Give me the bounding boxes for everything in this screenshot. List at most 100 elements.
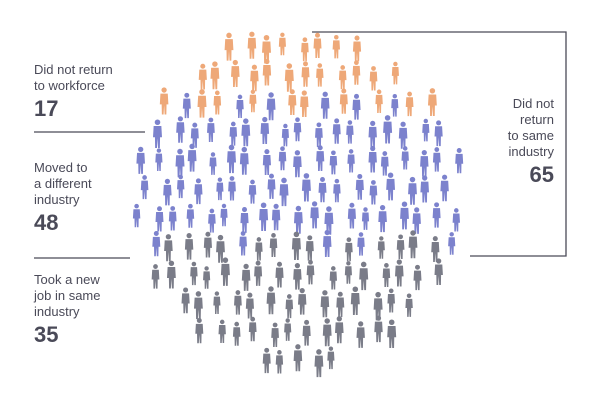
person-silhouette-icon bbox=[352, 35, 362, 62]
person-silhouette-icon bbox=[132, 203, 141, 228]
bracket-line bbox=[312, 31, 567, 257]
person-silhouette-icon bbox=[231, 59, 240, 88]
person-silhouette-icon bbox=[322, 318, 332, 347]
person-silhouette-icon bbox=[413, 264, 422, 291]
person-silhouette-icon bbox=[356, 321, 365, 348]
person-silhouette-icon bbox=[344, 261, 352, 284]
person-silhouette-icon bbox=[329, 150, 338, 175]
person-silhouette-icon bbox=[374, 315, 383, 343]
person-silhouette-icon bbox=[181, 287, 190, 314]
person-silhouette-icon bbox=[313, 32, 322, 58]
person-silhouette-icon bbox=[352, 93, 361, 120]
person-silhouette-icon bbox=[434, 258, 443, 285]
person-silhouette-icon bbox=[432, 202, 441, 228]
person-silhouette-icon bbox=[408, 230, 418, 259]
person-silhouette-icon bbox=[301, 173, 311, 202]
person-silhouette-icon bbox=[431, 236, 440, 262]
person-silhouette-icon bbox=[332, 34, 340, 59]
person-silhouette-icon bbox=[245, 292, 254, 319]
person-silhouette-icon bbox=[391, 93, 399, 117]
person-silhouette-icon bbox=[383, 115, 393, 144]
person-silhouette-icon bbox=[391, 61, 399, 85]
person-silhouette-icon bbox=[368, 145, 377, 173]
person-silhouette-icon bbox=[293, 263, 302, 290]
person-silhouette-icon bbox=[195, 318, 204, 344]
person-silhouette-icon bbox=[398, 121, 408, 149]
person-silhouette-icon bbox=[284, 318, 292, 341]
person-silhouette-icon bbox=[440, 174, 449, 202]
person-silhouette-icon bbox=[339, 88, 348, 114]
person-silhouette-icon bbox=[278, 146, 287, 171]
person-silhouette-icon bbox=[306, 259, 315, 285]
person-silhouette-icon bbox=[361, 207, 370, 230]
person-silhouette-icon bbox=[260, 116, 270, 145]
person-silhouette-icon bbox=[380, 151, 389, 176]
person-silhouette-icon bbox=[293, 117, 302, 142]
person-silhouette-icon bbox=[420, 150, 429, 177]
person-silhouette-icon bbox=[213, 90, 222, 115]
person-silhouette-icon bbox=[310, 201, 319, 229]
person-silhouette-icon bbox=[153, 119, 162, 148]
person-silhouette-icon bbox=[305, 235, 314, 261]
person-silhouette-icon bbox=[248, 179, 257, 204]
person-silhouette-icon bbox=[375, 89, 383, 113]
person-silhouette-icon bbox=[320, 91, 330, 119]
person-silhouette-icon bbox=[401, 146, 409, 170]
person-silhouette-icon bbox=[254, 260, 263, 286]
person-silhouette-icon bbox=[347, 149, 355, 173]
person-silhouette-icon bbox=[239, 146, 249, 175]
person-silhouette-icon bbox=[400, 201, 409, 230]
person-silhouette-icon bbox=[278, 32, 286, 56]
person-silhouette-icon bbox=[155, 206, 164, 232]
person-silhouette-icon bbox=[427, 88, 437, 116]
person-silhouette-icon bbox=[140, 175, 149, 200]
person-silhouette-icon bbox=[395, 259, 404, 287]
person-silhouette-icon bbox=[163, 178, 172, 206]
person-silhouette-icon bbox=[203, 266, 211, 289]
person-silhouette-icon bbox=[176, 116, 185, 143]
person-silhouette-icon bbox=[241, 118, 251, 147]
person-silhouette-icon bbox=[248, 316, 257, 342]
person-silhouette-icon bbox=[213, 291, 221, 314]
person-silhouette-icon bbox=[405, 293, 413, 317]
group-label-moved-industry: Moved to a different industry 48 bbox=[34, 160, 144, 236]
person-silhouette-icon bbox=[285, 294, 294, 319]
person-silhouette-icon bbox=[228, 176, 236, 201]
person-silhouette-icon bbox=[275, 261, 284, 288]
person-silhouette-icon bbox=[316, 145, 325, 172]
person-silhouette-icon bbox=[190, 122, 199, 148]
person-silhouette-icon bbox=[357, 232, 365, 256]
group-label-text: Moved to a different industry bbox=[34, 160, 92, 207]
person-silhouette-icon bbox=[332, 118, 341, 144]
person-silhouette-icon bbox=[322, 229, 332, 258]
person-silhouette-icon bbox=[207, 117, 215, 143]
person-silhouette-icon bbox=[281, 123, 289, 147]
bracket-label-text: Did not return to same industry bbox=[507, 96, 554, 159]
person-silhouette-icon bbox=[368, 120, 377, 148]
person-silhouette-icon bbox=[259, 202, 269, 231]
person-silhouette-icon bbox=[434, 120, 443, 147]
group-value: 35 bbox=[34, 322, 59, 347]
person-silhouette-icon bbox=[262, 347, 271, 374]
person-silhouette-icon bbox=[420, 175, 429, 203]
person-silhouette-icon bbox=[152, 231, 161, 257]
person-silhouette-icon bbox=[227, 144, 236, 174]
group-value: 17 bbox=[34, 96, 59, 121]
person-silhouette-icon bbox=[352, 60, 361, 85]
person-silhouette-icon bbox=[382, 263, 391, 287]
person-silhouette-icon bbox=[190, 261, 198, 286]
bracket-label-not-same-industry: Did not return to same industry 65 bbox=[490, 96, 554, 188]
person-silhouette-icon bbox=[269, 233, 278, 257]
person-silhouette-icon bbox=[203, 231, 212, 258]
person-silhouette-icon bbox=[209, 152, 217, 175]
person-silhouette-icon bbox=[279, 177, 289, 207]
person-silhouette-icon bbox=[164, 234, 173, 262]
person-silhouette-icon bbox=[247, 31, 257, 59]
person-silhouette-icon bbox=[316, 63, 324, 87]
person-silhouette-icon bbox=[293, 344, 303, 372]
person-silhouette-icon bbox=[302, 319, 311, 346]
person-silhouette-icon bbox=[155, 148, 163, 171]
person-silhouette-icon bbox=[298, 288, 307, 315]
person-silhouette-icon bbox=[240, 207, 249, 233]
